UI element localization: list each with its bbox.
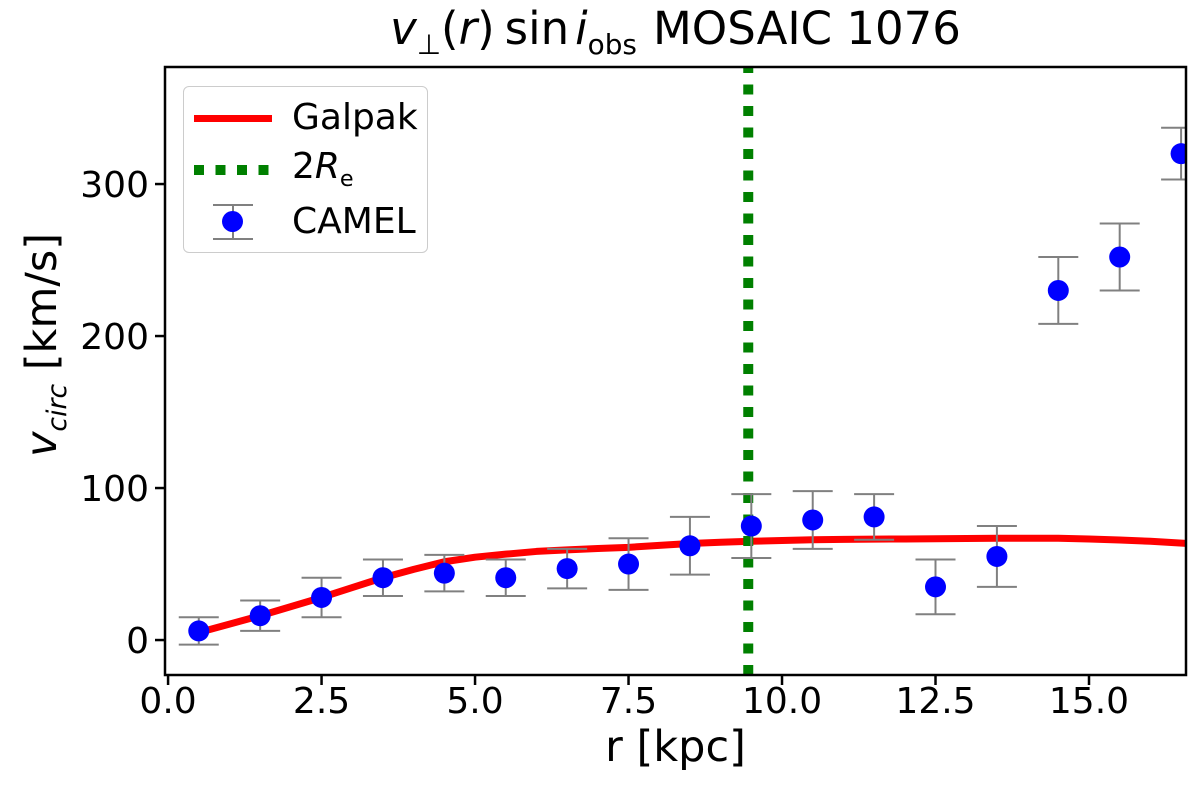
x-tick-label: 2.5 xyxy=(293,681,350,722)
ylabel-units: [km/s] xyxy=(17,232,68,384)
legend-label-camel: CAMEL xyxy=(292,201,416,242)
title-close-paren: ) xyxy=(477,2,495,55)
camel-point xyxy=(618,553,640,575)
camel-point xyxy=(925,576,947,598)
title-galaxy-name: MOSAIC 1076 xyxy=(652,2,961,55)
camel-point xyxy=(556,558,578,580)
x-tick-label: 15.0 xyxy=(1049,681,1129,722)
camel-point xyxy=(249,605,271,627)
y-tick-label: 200 xyxy=(80,317,149,358)
title-open-paren: ( xyxy=(441,2,459,55)
title-var-i: i xyxy=(575,2,588,55)
camel-point xyxy=(740,515,762,537)
title-sin: sin xyxy=(504,2,570,55)
galpak-line-icon xyxy=(194,92,272,144)
x-tick-label: 10.0 xyxy=(742,681,822,722)
x-tick-label: 5.0 xyxy=(446,681,503,722)
y-axis-label: vcirc [km/s] xyxy=(17,233,73,457)
title-sub-perp: ⊥ xyxy=(416,28,442,61)
camel-point xyxy=(986,545,1008,567)
plot-frame xyxy=(163,65,1188,677)
camel-point xyxy=(863,506,885,528)
camel-point xyxy=(679,535,701,557)
camel-point xyxy=(1170,143,1186,165)
title-sub-obs: obs xyxy=(587,28,637,61)
ylabel-sub-circ: circ xyxy=(41,383,73,432)
legend-label-re: 2Re xyxy=(292,146,354,193)
y-tick-label: 0 xyxy=(126,621,149,662)
legend-row-camel: CAMEL xyxy=(194,196,417,248)
camel-marker-icon xyxy=(194,196,272,248)
chart-title: v⊥(r) sin iobs MOSAIC 1076 xyxy=(165,0,1186,64)
camel-point xyxy=(372,567,394,589)
y-tick-label: 100 xyxy=(80,469,149,510)
camel-point xyxy=(495,567,517,589)
title-var-v: v xyxy=(390,2,417,55)
camel-point xyxy=(1109,246,1131,268)
re-dashed-line-icon xyxy=(194,144,272,196)
ylabel-var-v: v xyxy=(17,431,68,458)
title-var-r: r xyxy=(458,2,478,55)
camel-point xyxy=(1047,279,1069,301)
camel-point xyxy=(188,620,210,642)
y-tick-label: 300 xyxy=(80,165,149,206)
legend-label-galpak: Galpak xyxy=(292,97,418,138)
x-tick-label: 12.5 xyxy=(895,681,975,722)
x-tick-label: 7.5 xyxy=(600,681,657,722)
plot-area xyxy=(178,67,1186,675)
legend: Galpak 2Re CAMEL xyxy=(183,86,428,253)
camel-point xyxy=(433,562,455,584)
legend-row-re: 2Re xyxy=(194,144,417,196)
legend-row-galpak: Galpak xyxy=(194,92,418,144)
camel-point xyxy=(311,586,333,608)
camel-point xyxy=(802,509,824,531)
x-tick-label: 0.0 xyxy=(139,681,196,722)
x-axis-label: r [kpc] xyxy=(605,722,746,772)
